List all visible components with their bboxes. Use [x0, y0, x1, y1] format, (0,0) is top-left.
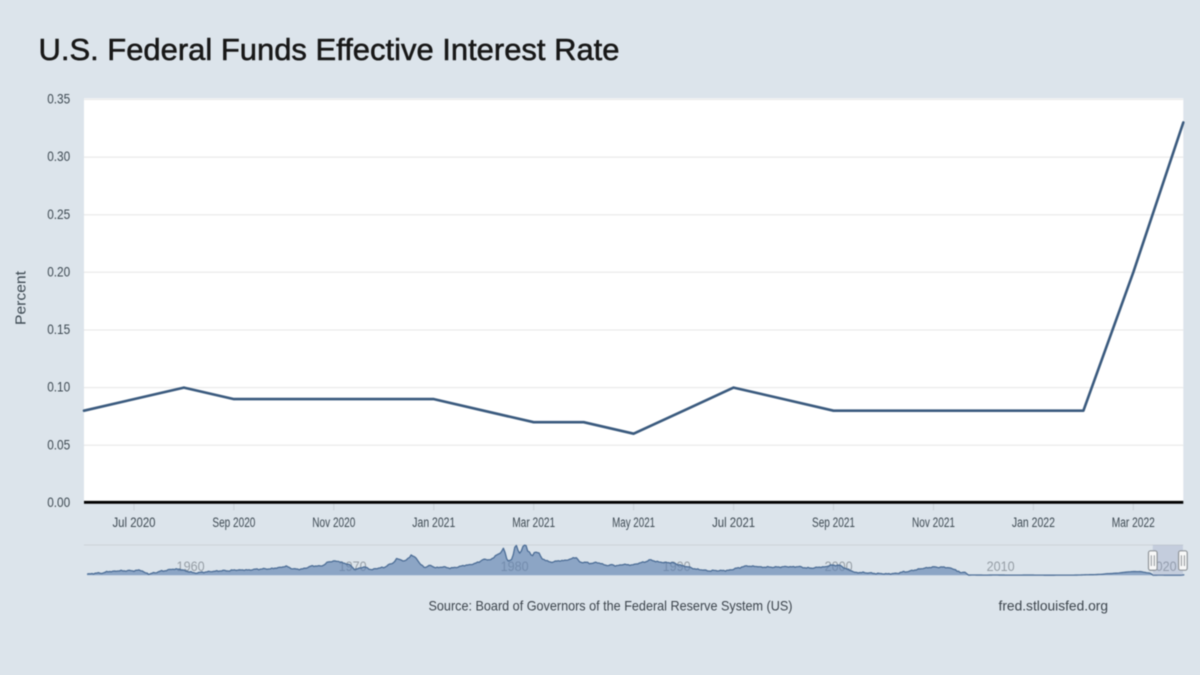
svg-text:Sep 2021: Sep 2021: [812, 515, 855, 530]
svg-text:Jan 2022: Jan 2022: [1012, 515, 1055, 530]
svg-text:fred.stlouisfed.org: fred.stlouisfed.org: [999, 597, 1109, 613]
svg-text:Source: Board of Governors of: Source: Board of Governors of the Federa…: [429, 597, 793, 613]
svg-text:0.15: 0.15: [47, 322, 70, 337]
svg-text:2010: 2010: [987, 558, 1015, 574]
svg-text:Mar 2022: Mar 2022: [1112, 515, 1155, 530]
svg-text:U.S. Federal Funds Effective I: U.S. Federal Funds Effective Interest Ra…: [39, 32, 620, 67]
svg-text:Nov 2021: Nov 2021: [912, 515, 955, 530]
svg-text:Percent: Percent: [13, 270, 30, 325]
svg-text:Sep 2020: Sep 2020: [212, 515, 255, 530]
svg-text:May 2021: May 2021: [612, 515, 655, 530]
svg-text:Mar 2021: Mar 2021: [512, 515, 555, 530]
svg-text:Jan 2021: Jan 2021: [412, 515, 455, 530]
svg-text:Jul 2020: Jul 2020: [113, 515, 156, 530]
svg-text:0.20: 0.20: [47, 264, 70, 279]
svg-text:Nov 2020: Nov 2020: [312, 515, 355, 530]
svg-text:0.00: 0.00: [47, 495, 70, 510]
svg-text:0.25: 0.25: [47, 207, 70, 222]
svg-text:Jul 2021: Jul 2021: [712, 515, 755, 530]
svg-text:0.35: 0.35: [47, 92, 70, 107]
svg-text:0.05: 0.05: [47, 437, 70, 452]
svg-text:0.10: 0.10: [47, 380, 70, 395]
svg-text:0.30: 0.30: [47, 149, 70, 164]
